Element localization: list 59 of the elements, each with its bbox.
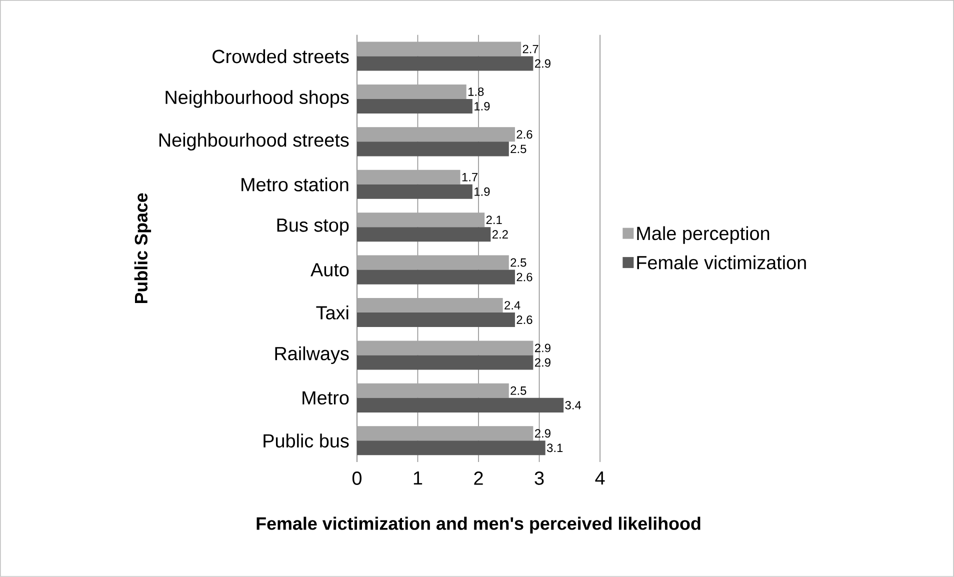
bar <box>356 312 515 328</box>
data-label: 2.6 <box>516 316 532 324</box>
data-label: 2.5 <box>510 144 526 154</box>
y-axis-title: Public Space <box>134 193 152 304</box>
bar <box>356 56 534 71</box>
data-label: 1.9 <box>474 187 490 196</box>
y-tick-label: Taxi <box>316 306 348 320</box>
data-label: 1.9 <box>474 102 490 110</box>
x-axis-title: Female victimization and men's perceived likelihood <box>256 516 700 534</box>
data-label: 2.2 <box>492 230 508 239</box>
legend-label: Male perception <box>637 226 770 244</box>
legend-label: Female victimization <box>637 255 806 270</box>
bar <box>356 270 515 284</box>
y-tick-label: Public bus <box>264 434 349 448</box>
y-tick-label: Neighbourhood shops <box>166 90 349 108</box>
data-label: 2.9 <box>534 358 550 367</box>
data-label: 2.9 <box>534 429 550 438</box>
data-label: 2.9 <box>534 344 550 352</box>
bar <box>356 440 546 456</box>
bar <box>356 298 503 313</box>
y-tick-label: Metro station <box>242 177 348 192</box>
data-label: 3.4 <box>565 401 582 410</box>
bar <box>356 142 509 156</box>
y-tick-label: Auto <box>310 263 349 276</box>
bar <box>356 84 466 100</box>
data-label: 2.5 <box>510 386 526 395</box>
bar <box>356 355 534 370</box>
data-label: 1.7 <box>462 173 478 182</box>
bar <box>356 99 472 114</box>
y-tick-label: Crowded streets <box>212 49 349 64</box>
x-tick-label: 2 <box>474 472 483 485</box>
y-tick-label: Bus stop <box>277 218 349 236</box>
data-label: 2.7 <box>522 44 538 54</box>
data-label: 2.9 <box>534 59 550 68</box>
x-tick-label: 1 <box>414 472 422 485</box>
x-tick-label: 4 <box>595 472 605 485</box>
data-label: 2.4 <box>504 301 520 310</box>
data-label: 3.1 <box>547 444 563 452</box>
data-label: 2.5 <box>510 258 526 267</box>
data-label: 1.8 <box>468 88 484 96</box>
data-label: 2.6 <box>516 130 532 139</box>
bar <box>356 170 460 184</box>
bar <box>356 340 534 356</box>
bar <box>356 383 509 398</box>
bar <box>356 426 534 441</box>
bar <box>356 398 564 412</box>
x-tick-label: 3 <box>534 472 544 485</box>
bar <box>356 227 491 242</box>
bar <box>356 184 472 199</box>
y-tick-label: Metro <box>302 391 349 405</box>
data-label: 2.6 <box>516 272 532 282</box>
bar <box>356 42 522 56</box>
data-label: 2.1 <box>486 216 502 224</box>
bar <box>356 212 485 228</box>
bar <box>356 127 515 142</box>
bar <box>356 255 509 270</box>
x-tick-label: 0 <box>352 472 362 485</box>
y-tick-label: Railways <box>275 346 349 364</box>
y-tick-label: Neighbourhood streets <box>159 132 349 151</box>
